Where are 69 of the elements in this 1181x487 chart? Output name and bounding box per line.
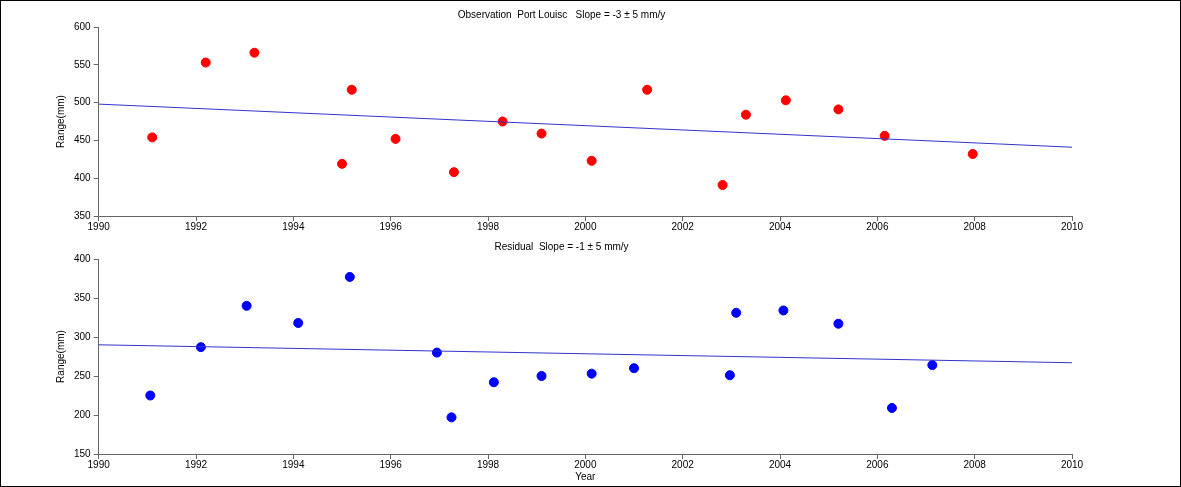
y-tick-label: 150 (74, 447, 92, 459)
point (346, 84, 357, 95)
point (833, 318, 844, 329)
point (390, 133, 401, 144)
x-tick-label: 1990 (87, 458, 111, 470)
point (731, 307, 742, 318)
point (967, 149, 978, 160)
x-tick-label: 1992 (184, 220, 208, 232)
x-tick-label: 1996 (379, 220, 403, 232)
x-tick-label: 1992 (184, 458, 208, 470)
y-tick-label: 300 (74, 330, 92, 342)
x-tick-label: 2006 (866, 458, 889, 470)
x-tick-label: 2000 (574, 458, 597, 470)
y-tick-label: 550 (74, 58, 92, 70)
x-tick-label: 2004 (768, 458, 792, 470)
x-tick-label: 1994 (282, 458, 305, 470)
point (629, 363, 640, 374)
point (241, 300, 252, 311)
point (446, 412, 457, 423)
point (724, 370, 735, 381)
point (536, 371, 547, 381)
x-tick-label: 1996 (379, 458, 403, 470)
point (200, 57, 211, 68)
point (293, 317, 304, 328)
x-tick-label: 2010 (1060, 220, 1084, 232)
x-tick-label: 1998 (476, 220, 500, 232)
x-tick-label: 2010 (1060, 458, 1084, 470)
point (249, 47, 260, 58)
point (488, 377, 499, 388)
point (586, 155, 597, 166)
x-tick-label: 1998 (476, 458, 500, 470)
point (536, 128, 547, 139)
y-tick-label: 200 (74, 408, 92, 420)
point (344, 271, 355, 282)
point (717, 180, 728, 190)
point (780, 95, 791, 106)
y-tick-label: 400 (74, 252, 92, 264)
y-tick-label: 250 (74, 369, 92, 381)
point (586, 368, 597, 379)
x-tick-label: 2008 (963, 458, 987, 470)
x-tick-label: 1990 (87, 220, 111, 232)
chart-title: Residual Slope = -1 ± 5 mm/y (494, 240, 629, 252)
y-tick-label: 400 (74, 171, 92, 183)
x-tick-label: 2002 (671, 220, 695, 232)
y-tick-label: 600 (74, 20, 92, 32)
y-tick-label: 500 (74, 96, 92, 108)
point (740, 109, 751, 120)
y-tick-label: 350 (74, 209, 92, 221)
point (886, 402, 897, 413)
x-tick-label: 2006 (866, 220, 889, 232)
y-tick-label: 350 (74, 291, 92, 303)
point (927, 360, 938, 371)
point (778, 305, 789, 316)
x-tick-label: 2002 (671, 458, 695, 470)
point (642, 84, 653, 95)
x-axis-title: Year (575, 470, 597, 482)
point (145, 390, 156, 401)
y-axis-title: Range(mm) (54, 330, 66, 383)
point (337, 158, 348, 169)
y-axis-title: Range(mm) (54, 95, 66, 148)
point (147, 132, 158, 143)
x-tick-label: 1994 (282, 220, 305, 232)
x-tick-label: 2004 (768, 220, 792, 232)
x-tick-label: 2000 (574, 220, 597, 232)
x-tick-label: 2008 (963, 220, 987, 232)
y-tick-label: 450 (74, 134, 92, 146)
point (448, 167, 459, 178)
chart-title: Observation Port Louisc Slope = -3 ± 5 mm/y (457, 8, 666, 20)
point (833, 104, 844, 115)
